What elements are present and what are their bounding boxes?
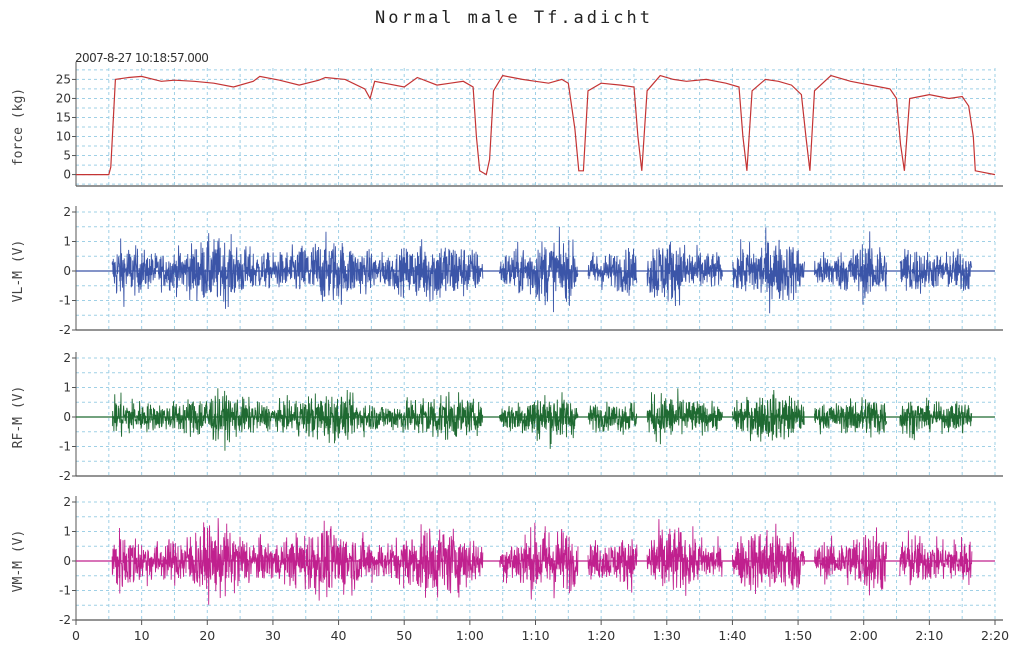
y-axis-label: RF-M (V) <box>11 386 26 449</box>
signal-burst <box>731 389 805 442</box>
y-axis-label: VM-M (V) <box>11 530 26 593</box>
y-tick-label: -2 <box>59 323 71 337</box>
signal-burst <box>731 523 805 595</box>
signal-burst <box>587 247 638 296</box>
x-tick-label: 2:10 <box>915 628 943 643</box>
y-axis-label: force (kg) <box>11 88 26 166</box>
x-tick-label: 2:00 <box>850 628 878 643</box>
x-tick-label: 1:10 <box>521 628 549 643</box>
x-tick-label: 30 <box>265 628 281 643</box>
y-tick-label: 20 <box>56 91 71 105</box>
x-tick-label: 1:00 <box>456 628 484 643</box>
signal-burst <box>111 388 484 451</box>
y-tick-label: 2 <box>63 495 71 509</box>
x-tick-label: 20 <box>199 628 215 643</box>
y-tick-label: 2 <box>63 351 71 365</box>
panel-vl-m: -2 -1 0 1 2 VL-M (V) <box>11 205 1003 337</box>
y-tick-label: 10 <box>56 130 71 144</box>
y-tick-label: 0 <box>63 168 71 182</box>
y-tick-label: 0 <box>63 410 71 424</box>
y-tick-label: -2 <box>59 469 71 483</box>
signal-burst <box>899 397 973 441</box>
x-tick-label: 1:20 <box>587 628 615 643</box>
x-tick-label: 1:50 <box>784 628 812 643</box>
signal-burst <box>111 231 484 309</box>
y-tick-label: -2 <box>59 613 71 627</box>
y-tick-label: 5 <box>63 149 71 163</box>
y-tick-label: 1 <box>63 525 71 539</box>
y-axis-label: VL-M (V) <box>11 240 26 303</box>
signal-burst <box>499 522 579 600</box>
x-tick-label: 10 <box>134 628 150 643</box>
y-tick-label: -1 <box>59 584 71 598</box>
y-tick-label: 1 <box>63 235 71 249</box>
x-tick-label: 2:20 <box>981 628 1009 643</box>
signal-burst <box>498 392 579 449</box>
signal-burst <box>732 227 805 314</box>
signal-burst <box>899 248 973 294</box>
y-tick-label: 25 <box>56 72 71 86</box>
x-tick-label: 1:30 <box>653 628 681 643</box>
y-tick-label: 1 <box>63 381 71 395</box>
x-tick-label: 0 <box>72 628 80 643</box>
x-tick-label: 40 <box>331 628 347 643</box>
y-tick-label: -1 <box>59 440 71 454</box>
x-tick-label: 50 <box>396 628 412 643</box>
signal-burst <box>814 527 888 596</box>
panel-vm-m: -2 -1 0 1 2 VM-M (V) 0 10 20 30 40 50 1:00 1:10 1:20 1:… <box>11 495 1009 643</box>
panel-force: 0 5 10 15 20 25 force (kg) <box>11 62 1003 187</box>
y-tick-label: -1 <box>59 294 71 308</box>
signal-burst <box>646 388 723 445</box>
signal-burst <box>498 226 579 313</box>
signal-burst <box>646 519 723 596</box>
signal-burst <box>814 231 888 305</box>
signal-burst <box>587 401 638 435</box>
signal-burst <box>814 397 888 438</box>
y-tick-label: 0 <box>63 264 71 278</box>
signal-burst <box>111 518 484 605</box>
recording-timestamp: 2007-8-27 10:18:57.000 <box>75 51 208 65</box>
force-series-line <box>76 74 996 176</box>
y-tick-label: 0 <box>63 554 71 568</box>
x-tick-label: 1:40 <box>718 628 746 643</box>
signal-burst <box>646 241 723 307</box>
signal-burst <box>899 530 973 586</box>
y-tick-label: 2 <box>63 205 71 219</box>
panel-rf-m: -2 -1 0 1 2 RF-M (V) <box>11 351 1003 483</box>
y-tick-label: 15 <box>56 110 71 124</box>
signal-burst <box>587 539 638 593</box>
chart-title: Normal male Tf.adicht <box>375 8 653 28</box>
